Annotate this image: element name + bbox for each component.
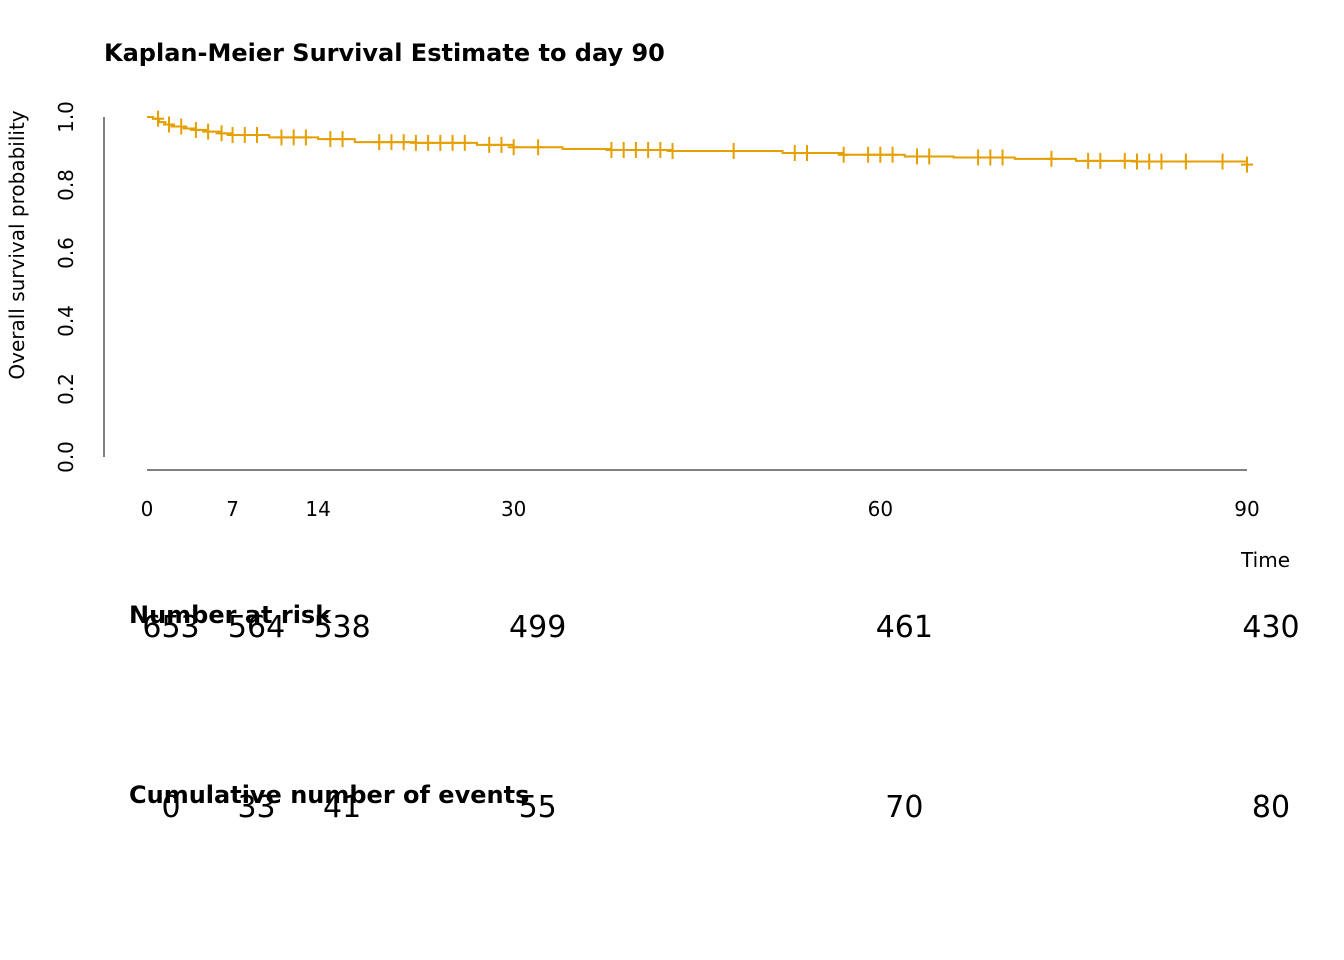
axes: 0 7 14 30 60 90 0.0 0.2 0.4 0.6 0.8 1.0 <box>54 101 1260 521</box>
censor-mark <box>532 139 545 156</box>
censor-marks <box>152 110 1253 173</box>
table-value: 653 <box>142 610 199 645</box>
x-tick-label: 0 <box>141 497 154 521</box>
censor-mark <box>629 141 642 158</box>
censor-mark <box>226 127 239 144</box>
censor-mark <box>299 129 312 146</box>
table-value: 0 <box>161 790 180 825</box>
censor-mark <box>1131 153 1143 170</box>
table-value: 55 <box>519 790 557 825</box>
censor-mark <box>642 141 655 158</box>
table-value: 33 <box>237 790 275 825</box>
censor-mark <box>215 125 228 142</box>
censor-mark <box>202 123 215 140</box>
table-value: 80 <box>1252 790 1290 825</box>
y-tick-label: 1.0 <box>54 101 78 133</box>
censor-mark <box>1179 153 1192 170</box>
censor-mark <box>617 141 630 158</box>
y-tick-label: 0.4 <box>54 305 78 337</box>
x-tick-label: 60 <box>868 497 893 521</box>
table-value: 564 <box>228 610 285 645</box>
survival-step-line <box>147 116 1248 165</box>
x-axis-label: Time <box>1240 548 1290 572</box>
censor-mark <box>189 121 202 138</box>
censor-mark <box>434 134 447 151</box>
censor-mark <box>507 139 520 156</box>
censor-mark <box>972 149 985 166</box>
events-table-title: Cumulative number of events <box>129 781 529 809</box>
censor-mark <box>446 134 459 151</box>
censor-mark <box>996 149 1009 166</box>
censor-mark <box>1118 152 1131 169</box>
table-value: 41 <box>323 790 361 825</box>
censor-mark <box>911 148 923 165</box>
table-value: 499 <box>509 610 566 645</box>
table-value: 70 <box>885 790 923 825</box>
censor-mark <box>801 145 813 162</box>
censor-mark <box>837 146 850 163</box>
censor-mark <box>1143 153 1156 170</box>
censor-mark <box>666 143 679 159</box>
censor-mark <box>175 118 188 135</box>
censor-mark <box>1155 153 1168 170</box>
censor-mark <box>385 134 398 151</box>
y-tick-label: 0.6 <box>54 237 78 269</box>
censor-mark <box>1094 152 1107 169</box>
censor-mark <box>874 146 887 163</box>
censor-mark <box>605 141 618 158</box>
censor-mark <box>373 134 386 151</box>
x-tick-label: 14 <box>305 497 330 521</box>
censor-mark <box>862 146 875 163</box>
table-value: 538 <box>313 610 370 645</box>
censor-mark <box>163 116 175 133</box>
risk-table: 653 564 538 499 461 430 <box>142 610 1299 645</box>
chart-title: Kaplan-Meier Survival Estimate to day 90 <box>104 39 665 67</box>
censor-mark <box>397 134 410 151</box>
censor-mark <box>495 136 508 153</box>
censor-mark <box>788 145 801 162</box>
censor-mark <box>275 129 288 146</box>
censor-mark <box>1216 153 1229 170</box>
censor-mark <box>251 127 263 144</box>
censor-mark <box>984 149 997 166</box>
table-value: 430 <box>1242 610 1299 645</box>
y-tick-label: 0.0 <box>54 441 78 473</box>
censor-mark <box>422 134 435 151</box>
censor-mark <box>727 143 740 159</box>
censor-mark <box>1082 152 1095 169</box>
y-tick-label: 0.8 <box>54 169 78 201</box>
censor-mark <box>287 129 300 146</box>
censor-mark <box>483 136 496 153</box>
censor-mark <box>886 146 899 163</box>
y-axis-label: Overall survival probability <box>5 110 29 379</box>
censor-mark <box>1045 150 1058 167</box>
x-tick-label: 7 <box>226 497 239 521</box>
censor-mark <box>654 141 667 158</box>
censor-mark <box>324 131 337 148</box>
censor-mark <box>409 134 422 151</box>
y-tick-label: 0.2 <box>54 373 78 405</box>
x-tick-label: 90 <box>1234 497 1259 521</box>
censor-mark <box>1241 156 1253 173</box>
events-table: 0 33 41 55 70 80 <box>161 790 1290 825</box>
table-value: 461 <box>876 610 933 645</box>
censor-mark <box>923 148 936 165</box>
censor-mark <box>336 131 349 148</box>
survival-curve <box>147 116 1248 165</box>
censor-mark <box>238 127 251 144</box>
censor-mark <box>458 134 471 151</box>
x-tick-label: 30 <box>501 497 526 521</box>
censor-mark <box>152 110 164 127</box>
risk-table-title: Number at risk <box>129 601 332 629</box>
